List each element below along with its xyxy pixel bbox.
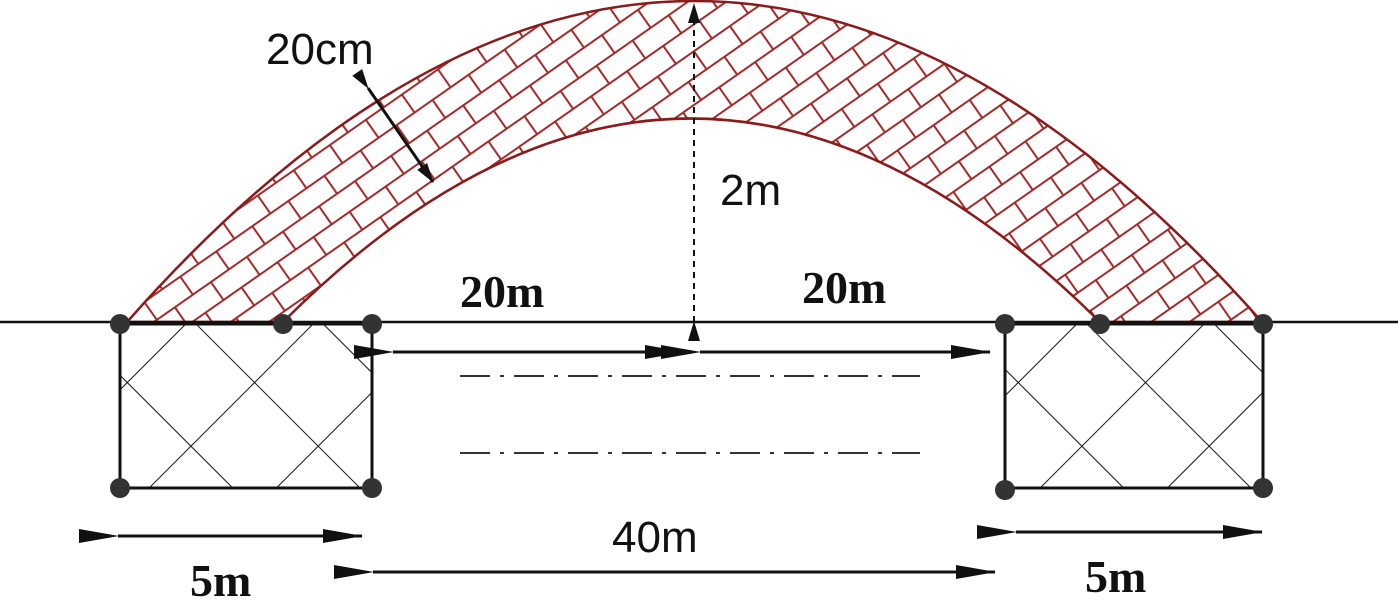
abutment-left-width-label: 5m: [190, 555, 251, 604]
node-right-inner-arch: [1090, 314, 1110, 334]
node-left-bottom-right: [362, 478, 382, 498]
node-right-bottom-left: [995, 480, 1015, 500]
node-left-outer-top: [110, 314, 130, 334]
node-left-inner-top: [362, 314, 382, 334]
thickness-label: 20cm: [266, 25, 374, 74]
node-left-inner-arch: [273, 314, 293, 334]
abutment-right-width-label: 5m: [1085, 551, 1146, 602]
rise-label: 2m: [720, 166, 781, 215]
node-right-bottom-right: [1253, 478, 1273, 498]
node-right-outer-top: [1253, 314, 1273, 334]
half-span-right-label: 20m: [802, 262, 886, 313]
half-span-left-label: 20m: [460, 266, 544, 317]
node-left-bottom-left: [110, 478, 130, 498]
node-points: [110, 314, 1273, 500]
right-abutment: [1003, 322, 1265, 490]
thickness-dimension: [352, 68, 435, 183]
left-abutment: [118, 322, 374, 490]
span-label: 40m: [612, 513, 698, 562]
node-right-inner-top: [995, 314, 1015, 334]
